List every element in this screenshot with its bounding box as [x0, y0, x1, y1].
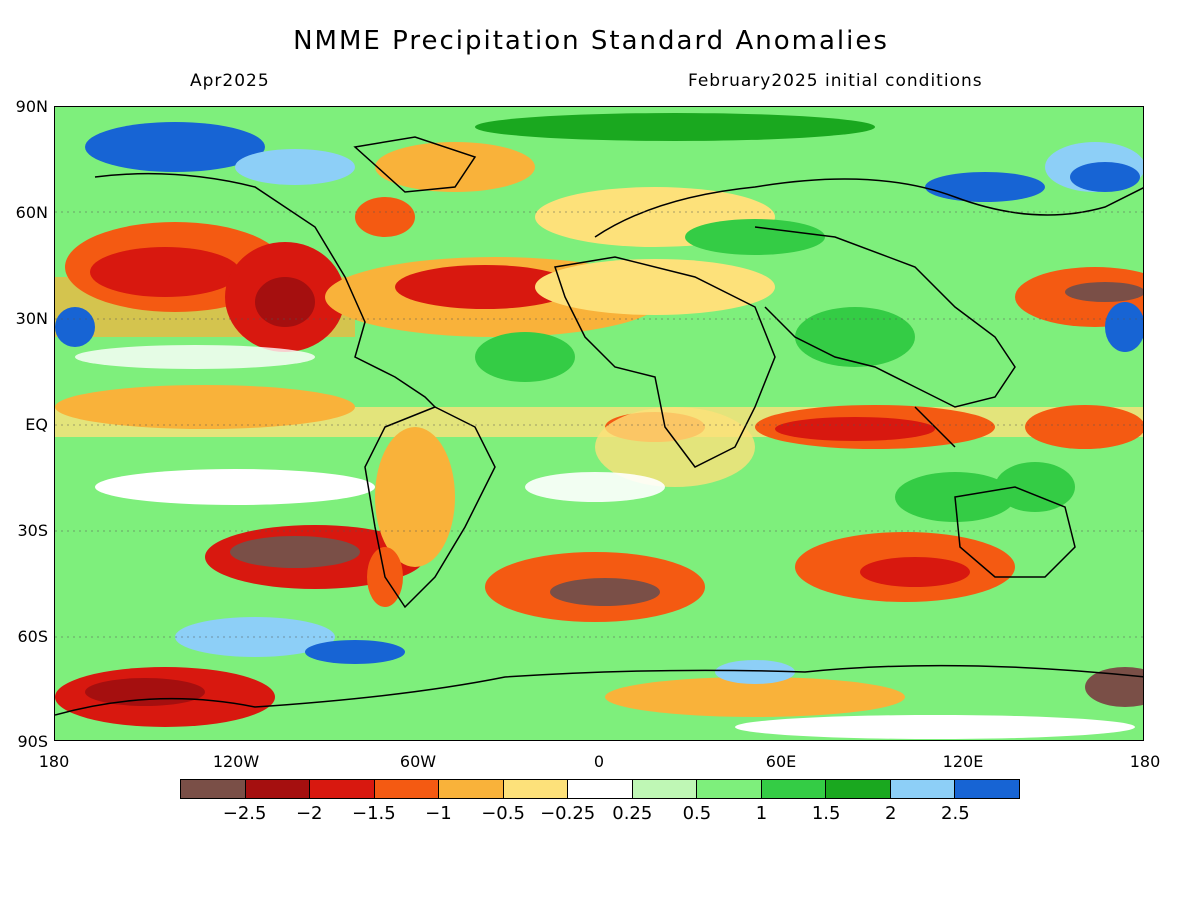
lat-label-90s: 90S [17, 732, 48, 751]
colorbar-label: 2 [885, 803, 897, 824]
colorbar-label: 1.5 [811, 803, 841, 824]
lat-label-30n: 30N [15, 309, 48, 328]
colorbar-swatch [568, 780, 633, 798]
colorbar-swatch [890, 780, 956, 798]
lat-label-90n: 90N [15, 97, 48, 116]
lon-label-120w: 120W [212, 752, 260, 771]
colorbar-swatch [310, 780, 375, 798]
colorbar-swatch [503, 780, 569, 798]
lon-label-60e: 60E [765, 752, 797, 771]
colorbar-label: −0.25 [540, 803, 596, 824]
lon-label-0: 0 [593, 752, 605, 771]
gridlines [55, 211, 1143, 638]
colorbar-label: 2.5 [941, 803, 970, 824]
colorbar [180, 779, 1020, 799]
colorbar-label: 0.25 [612, 803, 653, 824]
lon-label-180w: 180 [38, 752, 70, 771]
colorbar-label: 1 [755, 803, 768, 824]
colorbar-swatch [245, 780, 311, 798]
colorbar-swatch [632, 780, 698, 798]
colorbar-label: −2.5 [222, 803, 267, 824]
colorbar-label: 0.5 [682, 803, 712, 824]
colorbar-swatch [181, 780, 246, 798]
anomaly-map [54, 106, 1144, 741]
lon-label-180e: 180 [1129, 752, 1161, 771]
coastlines [55, 136, 1143, 716]
colorbar-label: −1.5 [351, 803, 396, 824]
colorbar-swatch [761, 780, 827, 798]
colorbar-swatch [697, 780, 762, 798]
forecast-month: Apr2025 [190, 71, 270, 91]
lon-label-60w: 60W [399, 752, 437, 771]
initial-conditions: February2025 initial conditions [688, 71, 983, 91]
colorbar-label: −1 [425, 803, 452, 824]
lon-label-120e: 120E [942, 752, 984, 771]
colorbar-label: −0.5 [481, 803, 525, 824]
colorbar-swatch [955, 780, 1019, 798]
colorbar-swatch [439, 780, 504, 798]
chart-title: NMME Precipitation Standard Anomalies [293, 26, 889, 56]
colorbar-label: −2 [295, 803, 323, 824]
lat-label-eq: EQ [25, 415, 48, 434]
lat-label-60n: 60N [15, 203, 48, 222]
lat-label-60s: 60S [17, 627, 48, 646]
colorbar-swatch [374, 780, 440, 798]
lat-label-30s: 30S [17, 521, 48, 540]
colorbar-swatch [826, 780, 891, 798]
anomaly-field [55, 107, 1143, 740]
